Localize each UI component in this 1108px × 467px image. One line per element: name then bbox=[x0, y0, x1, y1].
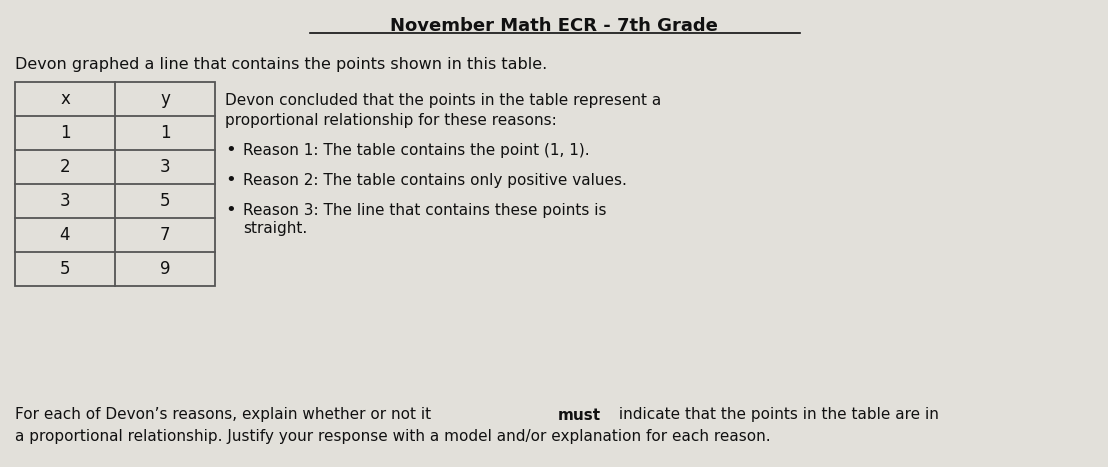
Text: y: y bbox=[160, 90, 170, 108]
Text: 3: 3 bbox=[60, 192, 70, 210]
Text: straight.: straight. bbox=[243, 220, 307, 235]
Text: 9: 9 bbox=[160, 260, 171, 278]
Text: a proportional relationship. Justify your response with a model and/or explanati: a proportional relationship. Justify you… bbox=[16, 430, 771, 445]
Text: •: • bbox=[225, 171, 236, 189]
Text: 1: 1 bbox=[60, 124, 70, 142]
Text: 1: 1 bbox=[160, 124, 171, 142]
Text: For each of Devon’s reasons, explain whether or not it: For each of Devon’s reasons, explain whe… bbox=[16, 408, 437, 423]
Text: •: • bbox=[225, 201, 236, 219]
Bar bbox=[16, 82, 215, 286]
Text: Reason 3: The line that contains these points is: Reason 3: The line that contains these p… bbox=[243, 203, 606, 218]
Text: Devon concluded that the points in the table represent a: Devon concluded that the points in the t… bbox=[225, 92, 661, 107]
Text: November Math ECR - 7th Grade: November Math ECR - 7th Grade bbox=[390, 17, 718, 35]
Text: •: • bbox=[225, 141, 236, 159]
Text: 4: 4 bbox=[60, 226, 70, 244]
Text: proportional relationship for these reasons:: proportional relationship for these reas… bbox=[225, 113, 556, 127]
Text: Reason 2: The table contains only positive values.: Reason 2: The table contains only positi… bbox=[243, 172, 627, 187]
Text: 7: 7 bbox=[160, 226, 171, 244]
Text: 2: 2 bbox=[60, 158, 70, 176]
Text: Devon graphed a line that contains the points shown in this table.: Devon graphed a line that contains the p… bbox=[16, 57, 547, 72]
Text: x: x bbox=[60, 90, 70, 108]
Text: 3: 3 bbox=[160, 158, 171, 176]
Text: 5: 5 bbox=[60, 260, 70, 278]
Text: Reason 1: The table contains the point (1, 1).: Reason 1: The table contains the point (… bbox=[243, 142, 589, 157]
Text: must: must bbox=[558, 408, 602, 423]
Text: indicate that the points in the table are in: indicate that the points in the table ar… bbox=[614, 408, 938, 423]
Text: 5: 5 bbox=[160, 192, 171, 210]
